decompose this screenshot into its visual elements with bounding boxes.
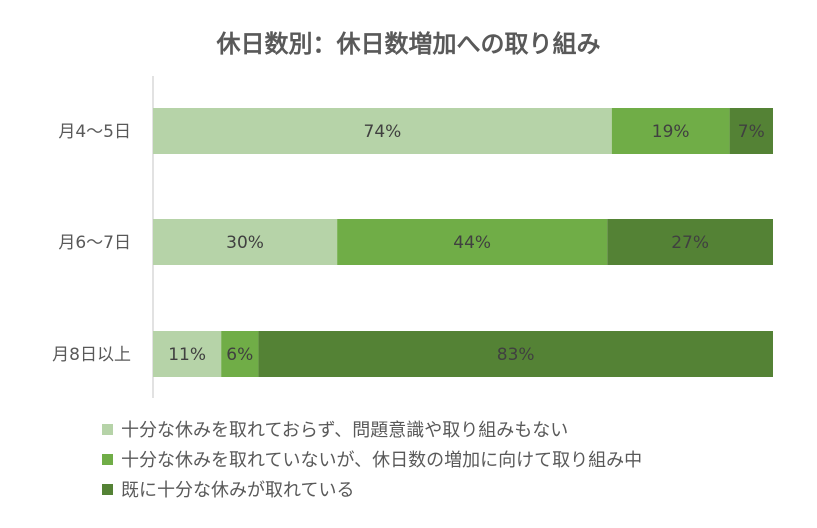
legend-item: 十分な休みを取れておらず、問題意識や取り組みもない xyxy=(102,414,642,444)
data-label: 44% xyxy=(453,233,491,253)
data-label: 6% xyxy=(226,345,253,365)
bar-segment xyxy=(153,219,338,265)
chart-title: 休日数別：休日数増加への取り組み xyxy=(216,30,601,58)
legend-item: 十分な休みを取れていないが、休日数の増加に向けて取り組み中 xyxy=(102,444,642,474)
category-label: 月4〜5日 xyxy=(58,122,131,142)
data-label: 27% xyxy=(671,233,709,253)
legend: 十分な休みを取れておらず、問題意識や取り組みもない十分な休みを取れていないが、休… xyxy=(102,414,642,504)
category-label: 月6〜7日 xyxy=(58,233,131,253)
bar-segment xyxy=(258,331,773,377)
data-label: 74% xyxy=(364,122,402,142)
legend-swatch xyxy=(102,483,113,495)
stacked-bar-plot: 月4〜5日 74% 19% 7% 月6〜7日 30% 44% 27% 月8日以上 11% 6% 83% xyxy=(52,76,773,398)
legend-label: 十分な休みを取れていないが、休日数の増加に向けて取り組み中 xyxy=(121,450,643,471)
data-label: 7% xyxy=(738,122,765,142)
category-label: 月8日以上 xyxy=(52,345,131,365)
legend-label: 既に十分な休みが取れている xyxy=(121,480,355,501)
legend-label: 十分な休みを取れておらず、問題意識や取り組みもない xyxy=(121,420,569,441)
legend-swatch xyxy=(102,453,113,465)
bar-segment xyxy=(611,108,730,154)
data-label: 19% xyxy=(652,122,690,142)
bar-segment xyxy=(221,331,259,377)
bar-segment xyxy=(729,108,773,154)
data-label: 11% xyxy=(168,345,206,365)
legend-item: 既に十分な休みが取れている xyxy=(102,474,642,504)
bar-segment xyxy=(153,331,222,377)
bar-segment xyxy=(337,219,608,265)
legend-swatch xyxy=(102,423,113,435)
bar-segment xyxy=(153,108,612,154)
data-label: 83% xyxy=(497,345,535,365)
bar-segment xyxy=(607,219,773,265)
data-label: 30% xyxy=(226,233,264,253)
